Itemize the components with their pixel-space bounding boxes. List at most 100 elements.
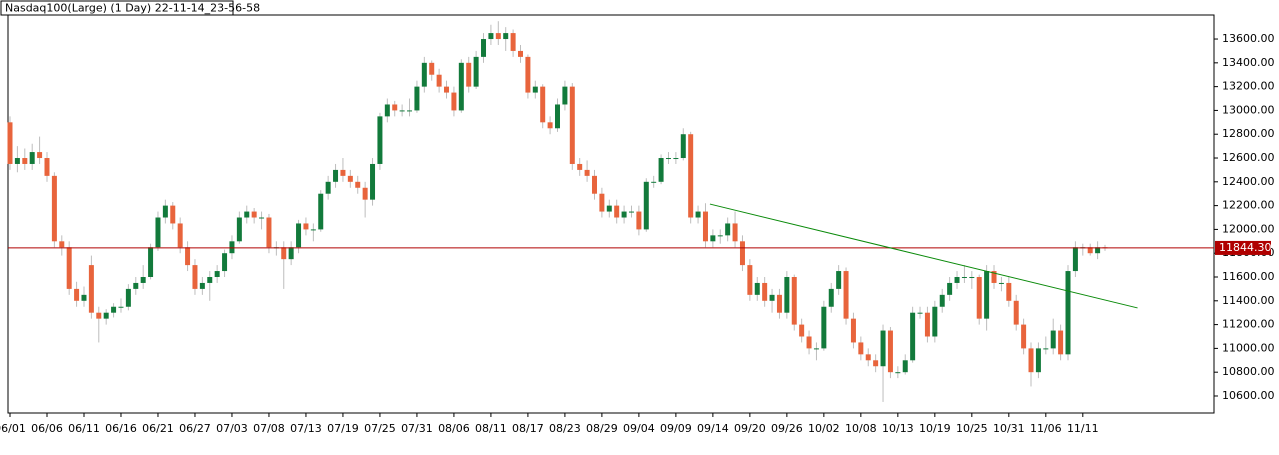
candle-body xyxy=(303,223,309,230)
candle-body xyxy=(7,122,13,164)
candle-body xyxy=(532,86,538,93)
candle-body xyxy=(917,312,923,314)
candle-body xyxy=(880,330,886,367)
candle-body xyxy=(488,33,494,40)
candle-body xyxy=(214,271,220,278)
candle-body xyxy=(458,62,464,111)
candle-body xyxy=(177,223,183,248)
candle-body xyxy=(902,360,908,373)
candle-body xyxy=(51,175,57,242)
x-tick-label: 10/19 xyxy=(919,422,951,435)
y-tick-label: 12000.00 xyxy=(1222,222,1275,235)
candle-body xyxy=(392,104,398,111)
x-tick-label: 08/29 xyxy=(586,422,618,435)
y-tick-label: 13000.00 xyxy=(1222,103,1275,116)
candle-body xyxy=(251,211,257,218)
candle-body xyxy=(244,211,250,218)
candle-body xyxy=(155,217,161,248)
candle-body xyxy=(910,312,916,361)
x-tick-label: 08/17 xyxy=(512,422,544,435)
candle-body xyxy=(577,163,583,170)
candle-body xyxy=(510,33,516,51)
candle-body xyxy=(710,235,716,242)
candle-body xyxy=(1065,271,1071,355)
y-tick-label: 13400.00 xyxy=(1222,56,1275,69)
candle-body xyxy=(495,33,501,40)
x-tick-label: 07/25 xyxy=(364,422,396,435)
candle-body xyxy=(518,50,524,57)
candle-body xyxy=(407,110,413,112)
y-tick-label: 13200.00 xyxy=(1222,80,1275,93)
x-tick-label: 07/08 xyxy=(253,422,285,435)
candle-body xyxy=(555,104,560,129)
candle-body xyxy=(310,229,316,231)
candle-body xyxy=(481,39,487,57)
candle-body xyxy=(96,312,102,319)
candle-body xyxy=(658,158,664,182)
candle-body xyxy=(340,169,346,176)
candle-body xyxy=(355,181,361,188)
candle-body xyxy=(185,247,191,266)
x-tick-label: 09/26 xyxy=(771,422,803,435)
candle-body xyxy=(769,294,775,301)
x-tick-label: 09/04 xyxy=(623,422,655,435)
candle-body xyxy=(421,62,427,87)
candle-body xyxy=(525,56,531,93)
candle-body xyxy=(754,282,760,295)
candle-body xyxy=(569,86,575,164)
candle-body xyxy=(562,86,568,105)
candle-body xyxy=(850,318,856,343)
price-label: 11844.30 xyxy=(1219,241,1272,254)
candle-body xyxy=(333,169,339,182)
candle-body xyxy=(288,247,294,260)
candle-body xyxy=(976,277,982,319)
x-tick-label: 07/03 xyxy=(216,422,248,435)
y-tick-label: 11400.00 xyxy=(1222,294,1275,307)
candle-body xyxy=(843,271,849,319)
candle-body xyxy=(451,92,457,111)
candle-body xyxy=(828,288,834,307)
candle-body xyxy=(140,277,146,283)
candle-body xyxy=(66,247,72,289)
candle-body xyxy=(947,282,953,295)
candle-body xyxy=(29,152,35,164)
candle-body xyxy=(665,158,671,160)
candle-body xyxy=(584,169,590,176)
candle-body xyxy=(1058,330,1064,355)
candle-body xyxy=(259,217,265,219)
candle-body xyxy=(954,277,960,283)
x-tick-label: 06/21 xyxy=(142,422,174,435)
x-tick-label: 10/08 xyxy=(845,422,877,435)
price-label-box xyxy=(1215,240,1271,255)
candle-body xyxy=(643,181,649,230)
candle-body xyxy=(873,360,879,367)
candle-body xyxy=(651,181,657,183)
candle-body xyxy=(111,306,117,313)
candle-body xyxy=(591,175,597,194)
candle-body xyxy=(858,342,864,355)
candle-body xyxy=(702,211,708,242)
candle-body xyxy=(325,181,331,194)
candle-body xyxy=(229,241,235,254)
x-tick-label: 09/09 xyxy=(660,422,692,435)
candle-body xyxy=(207,277,213,283)
candle-body xyxy=(362,187,368,200)
candle-body xyxy=(59,241,65,248)
plot-frame xyxy=(7,14,1215,414)
candle-body xyxy=(74,288,80,301)
candle-body xyxy=(22,158,28,164)
x-tick-label: 11/11 xyxy=(1067,422,1099,435)
candle-body xyxy=(81,294,87,301)
candle-body xyxy=(939,294,945,307)
x-tick-label: 11/06 xyxy=(1030,422,1062,435)
candle-body xyxy=(222,253,228,272)
candle-body xyxy=(961,277,967,279)
candle-body xyxy=(1095,247,1101,254)
candle-body xyxy=(473,56,479,87)
candle-body xyxy=(37,152,43,159)
y-tick-label: 13600.00 xyxy=(1222,32,1275,45)
x-tick-label: 09/14 xyxy=(697,422,729,435)
x-tick-label: 06/11 xyxy=(68,422,100,435)
candle-body xyxy=(414,86,420,111)
